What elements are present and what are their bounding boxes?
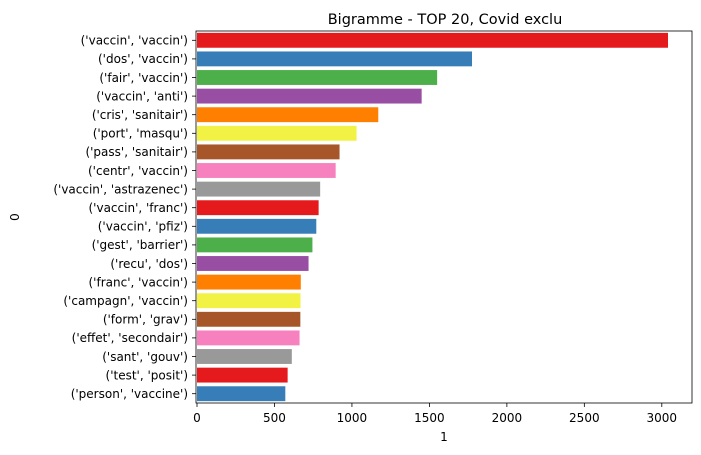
plot-area-frame <box>195 30 693 404</box>
bar-8 <box>197 181 321 197</box>
bar-12 <box>197 256 309 271</box>
bar-10 <box>197 218 317 234</box>
x-tick-label-5: 2500 <box>569 411 600 425</box>
bar-4 <box>197 107 379 123</box>
x-tick-label-4: 2000 <box>492 411 523 425</box>
bar-13 <box>197 274 301 290</box>
y-tick-label-5: ('port', 'masqu') <box>93 127 188 141</box>
bar-6 <box>197 144 340 160</box>
y-tick-label-6: ('pass', 'sanitair') <box>85 145 188 159</box>
x-tick-label-6: 3000 <box>647 411 678 425</box>
bar-3 <box>197 88 422 104</box>
bar-15 <box>197 311 301 327</box>
bar-19 <box>197 386 286 402</box>
y-tick-label-12: ('recu', 'dos') <box>110 257 188 271</box>
x-axis-ticks: 0 500 1000 1500 2000 2500 3000 <box>193 403 677 425</box>
bar-17 <box>197 349 292 364</box>
bar-5 <box>197 125 357 141</box>
chart-title: Bigramme - TOP 20, Covid exclu <box>328 12 563 28</box>
y-tick-label-18: ('test', 'posit') <box>106 368 188 382</box>
y-axis-ticks: ('vaccin', 'vaccin') ('dos', 'vaccin') ('f… <box>53 34 196 401</box>
y-tick-label-9: ('vaccin', 'franc') <box>89 201 189 215</box>
x-axis-label: 1 <box>440 430 448 444</box>
y-tick-label-17: ('sant', 'gouv') <box>102 350 188 364</box>
y-tick-label-1: ('dos', 'vaccin') <box>98 52 188 66</box>
y-tick-label-0: ('vaccin', 'vaccin') <box>81 34 188 48</box>
y-tick-label-14: ('campagn', 'vaccin') <box>63 294 188 308</box>
y-tick-label-4: ('cris', 'sanitair') <box>92 108 188 122</box>
y-tick-label-15: ('form', 'grav') <box>103 313 188 327</box>
x-tick-label-0: 0 <box>193 411 201 425</box>
y-tick-label-16: ('effet', 'secondair') <box>72 331 188 345</box>
bar-1 <box>197 51 473 67</box>
y-tick-label-11: ('gest', 'barrier') <box>92 238 188 252</box>
y-tick-label-7: ('centr', 'vaccin') <box>88 164 188 178</box>
y-axis-label: 0 <box>8 213 22 221</box>
bar-9 <box>197 200 319 216</box>
bar-18 <box>197 367 288 383</box>
bar-7 <box>197 163 336 178</box>
x-tick-label-3: 1500 <box>414 411 445 425</box>
x-tick-label-1: 500 <box>263 411 286 425</box>
bar-16 <box>197 330 300 346</box>
x-tick-label-2: 1000 <box>337 411 368 425</box>
y-tick-label-10: ('vaccin', 'pfiz') <box>98 220 188 234</box>
bar-2 <box>197 70 438 85</box>
y-tick-label-8: ('vaccin', 'astrazenec') <box>53 182 188 196</box>
bar-0 <box>197 32 668 48</box>
bar-14 <box>197 293 301 309</box>
y-tick-label-13: ('franc', 'vaccin') <box>89 275 189 289</box>
y-tick-label-2: ('fair', 'vaccin') <box>99 71 188 85</box>
y-tick-label-19: ('person', 'vaccine') <box>71 387 188 401</box>
bars-layer <box>197 32 668 402</box>
y-tick-label-3: ('vaccin', 'anti') <box>96 89 188 103</box>
bar-11 <box>197 237 313 253</box>
